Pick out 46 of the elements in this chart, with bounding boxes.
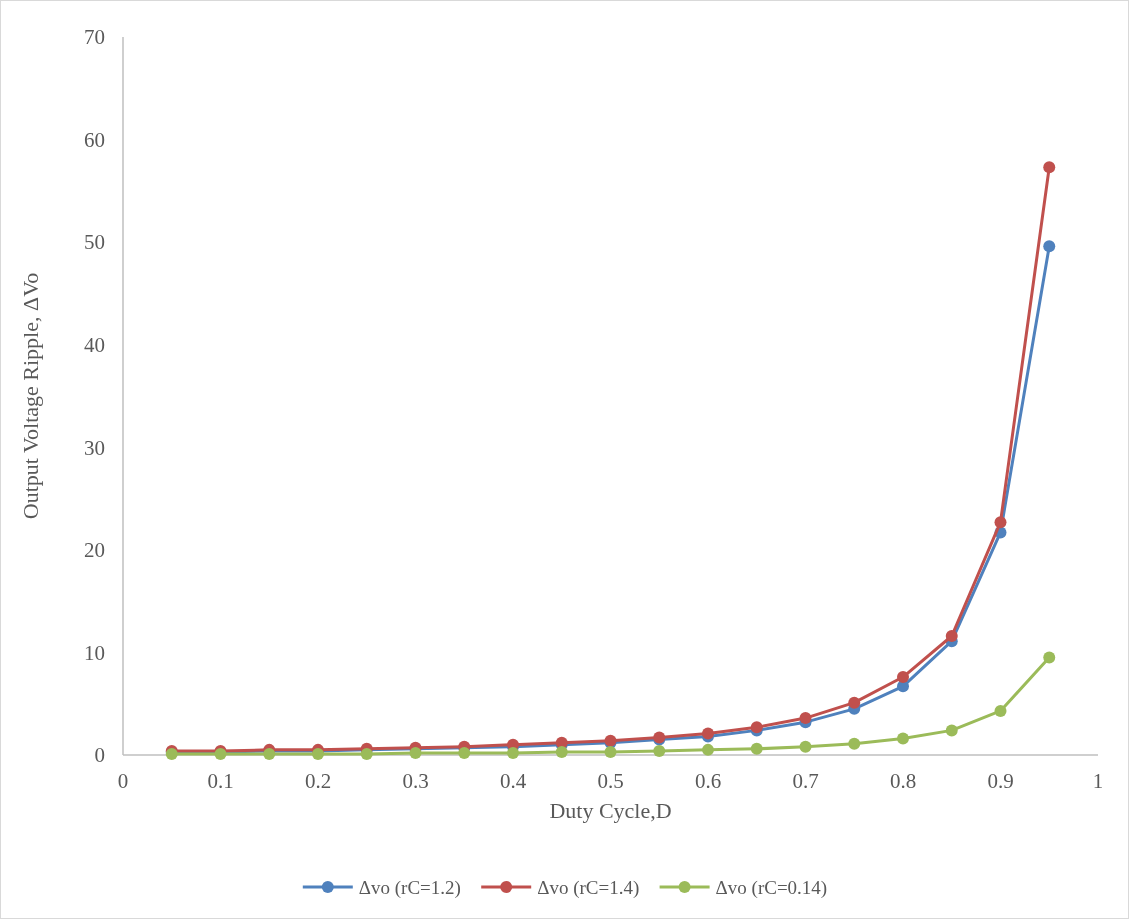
point <box>897 732 909 745</box>
x-tick-label: 0.1 <box>207 769 234 794</box>
x-tick-label: 0 <box>117 769 129 794</box>
y-tick-label: 50 <box>84 230 105 255</box>
x-tick-label: 0.2 <box>304 769 332 794</box>
point <box>702 743 714 756</box>
point <box>799 740 812 753</box>
point <box>507 746 519 759</box>
x-axis-title: Duty Cycle,D <box>549 798 672 823</box>
x-tick-label: 0.8 <box>889 769 917 794</box>
y-tick-label: 10 <box>84 640 105 665</box>
y-tick-label: 20 <box>84 538 105 563</box>
point <box>945 724 958 737</box>
y-tick-label: 40 <box>84 333 105 358</box>
x-tick-label: 0.6 <box>694 769 722 794</box>
y-tick-label: 30 <box>84 435 105 460</box>
x-tick-label: 1 <box>1092 769 1104 794</box>
point <box>604 745 617 758</box>
point <box>1043 651 1056 664</box>
legend-label: Δvo (rC=1.2) <box>358 876 461 899</box>
point <box>994 704 1007 717</box>
point <box>945 630 958 643</box>
point <box>848 696 861 709</box>
x-tick-label: 0.5 <box>597 769 624 794</box>
x-tick-label: 0.3 <box>402 769 429 794</box>
legend-label: Δvo (rC=1.4) <box>537 876 640 899</box>
point <box>653 744 666 757</box>
point <box>750 742 763 755</box>
y-tick-label: 70 <box>84 25 105 50</box>
point <box>409 746 422 759</box>
point <box>360 747 373 760</box>
x-tick-label: 0.7 <box>792 769 819 794</box>
y-axis-title: Output Voltage Ripple, ΔVo <box>18 272 43 520</box>
point <box>897 671 909 684</box>
point <box>799 712 812 725</box>
y-tick-label: 60 <box>84 127 105 152</box>
point <box>555 745 568 758</box>
point <box>848 737 861 750</box>
x-tick-label: 0.9 <box>987 769 1014 794</box>
x-tick-label: 0.4 <box>499 769 527 794</box>
point <box>994 516 1007 529</box>
point <box>1043 240 1056 253</box>
point <box>458 746 471 759</box>
point <box>1043 161 1056 174</box>
y-tick-label: 0 <box>94 743 105 768</box>
legend-label: Δvo (rC=0.14) <box>715 876 828 899</box>
